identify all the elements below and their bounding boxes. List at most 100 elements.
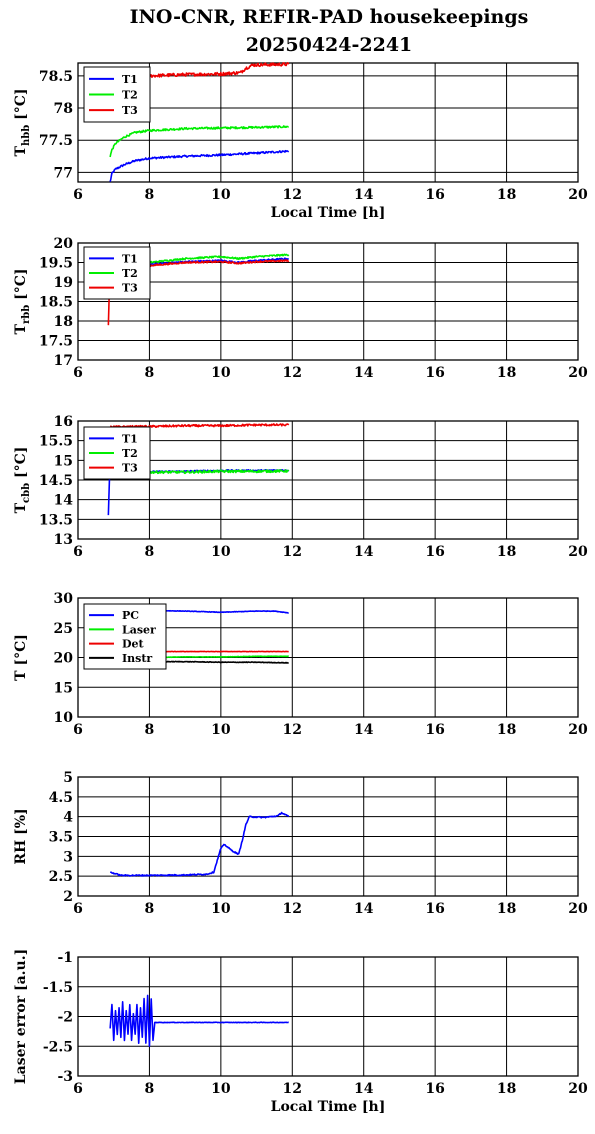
x-tick-label: 18 <box>497 365 516 381</box>
x-tick-label: 14 <box>354 187 374 203</box>
x-tick-label: 12 <box>283 1081 302 1097</box>
y-tick-label: 78 <box>54 101 73 117</box>
x-tick-label: 12 <box>283 365 302 381</box>
figure-title-line-1: INO-CNR, REFIR-PAD housekeepings <box>130 6 529 28</box>
plot-frame <box>77 62 579 183</box>
y-tick-label: -1.5 <box>43 980 73 996</box>
x-tick-label: 8 <box>145 365 155 381</box>
y-tick-label: 20 <box>54 236 74 252</box>
chart-panel-6: 6 8 10 12 14 16 18 20 -3 -2.5 -2 -1.5 -1 Laser error … <box>13 949 588 1115</box>
x-tick-label: 20 <box>568 1081 588 1097</box>
legend: T1 T2 T3 <box>83 426 151 480</box>
legend-label: Det <box>122 638 145 651</box>
x-tick-label: 16 <box>425 1081 444 1097</box>
y-tick-label: 17.5 <box>39 334 73 350</box>
y-tick-label: 3 <box>63 849 73 865</box>
y-tick-label: 15 <box>54 453 73 469</box>
x-tick-label: 8 <box>145 544 155 560</box>
y-axis-label: T [°C] <box>13 634 29 681</box>
y-tick-label: 19 <box>54 275 73 291</box>
legend-label: T1 <box>122 73 138 86</box>
x-tick-label: 12 <box>283 722 302 738</box>
y-tick-label: 4 <box>63 810 73 826</box>
x-tick-label: 10 <box>211 365 231 381</box>
legend-label: Laser <box>122 623 156 636</box>
legend-box <box>83 246 151 300</box>
y-tick-label: 18 <box>54 314 73 330</box>
y-tick-label: 78.5 <box>39 69 73 85</box>
x-tick-label: 14 <box>354 1081 374 1097</box>
legend-label: T1 <box>122 432 138 445</box>
y-tick-label: 14.5 <box>39 473 73 489</box>
y-tick-label: 77 <box>54 165 73 181</box>
x-tick-label: 8 <box>145 901 155 917</box>
y-tick-label: 4.5 <box>49 790 73 806</box>
x-tick-label: 14 <box>354 544 374 560</box>
x-tick-label: 16 <box>425 901 444 917</box>
x-tick-label: 6 <box>73 187 83 203</box>
y-tick-label: 3.5 <box>49 830 73 846</box>
y-tick-label: 15 <box>54 680 73 696</box>
legend-label: T3 <box>122 462 138 475</box>
x-tick-label: 10 <box>211 187 231 203</box>
x-tick-label: 6 <box>73 722 83 738</box>
y-tick-label: 20 <box>54 651 74 667</box>
x-tick-label: 8 <box>145 1081 155 1097</box>
chart-panel-2: 6 8 10 12 14 16 18 20 17 17.5 18 18.5 19 19.5 20 T1 T2 T3… <box>13 236 588 381</box>
y-tick-label: 5 <box>63 770 73 786</box>
x-tick-label: 20 <box>568 187 588 203</box>
legend-label: T2 <box>122 89 138 102</box>
x-tick-label: 14 <box>354 901 374 917</box>
series-line-t2 <box>109 125 289 158</box>
legend-label: T3 <box>122 104 138 117</box>
series-line-t1 <box>109 149 290 182</box>
legend-label: Instr <box>122 652 152 665</box>
x-tick-label: 12 <box>283 901 302 917</box>
x-tick-label: 16 <box>425 365 444 381</box>
y-axis-label: Tcbb [°C] <box>13 447 32 514</box>
y-tick-label: 16 <box>54 414 73 430</box>
chart-panels: 6 8 10 12 14 16 18 20 77 77.5 78 78.5 T1 T2 T3 Thbb [°C… <box>13 62 588 1115</box>
chart-panel-1: 6 8 10 12 14 16 18 20 77 77.5 78 78.5 T1 T2 T3 Thbb [°C… <box>13 62 588 221</box>
legend-label: T1 <box>122 252 138 265</box>
series-line <box>109 994 289 1047</box>
chart-panel-3: 6 8 10 12 14 16 18 20 13 13.5 14 14.5 15 15.5 16 T1 T2 T3… <box>13 414 588 560</box>
x-tick-label: 8 <box>145 187 155 203</box>
y-tick-label: 77.5 <box>39 133 73 149</box>
x-tick-label: 10 <box>211 722 231 738</box>
legend: T1 T2 T3 <box>83 246 151 300</box>
x-axis-label: Local Time [h] <box>271 1099 386 1115</box>
y-tick-label: -2.5 <box>43 1039 73 1055</box>
legend-label: T3 <box>122 282 138 295</box>
x-tick-label: 18 <box>497 1081 516 1097</box>
y-tick-label: 2 <box>63 889 73 905</box>
x-tick-label: 16 <box>425 544 444 560</box>
x-tick-label: 14 <box>354 722 374 738</box>
y-tick-label: 10 <box>54 710 74 726</box>
y-tick-label: 19.5 <box>39 256 73 272</box>
x-tick-label: 20 <box>568 722 588 738</box>
y-axis-label: Thbb [°C] <box>13 89 32 157</box>
y-tick-label: -1 <box>57 950 73 966</box>
x-tick-label: 8 <box>145 722 155 738</box>
y-tick-label: 15.5 <box>39 434 73 450</box>
x-axis-label: Local Time [h] <box>271 205 386 221</box>
chart-panel-5: 6 8 10 12 14 16 18 20 2 2.5 3 3.5 4 4.5 5 RH [%] <box>13 770 588 917</box>
x-tick-label: 18 <box>497 544 516 560</box>
legend-label: T2 <box>122 267 138 280</box>
y-tick-label: 14 <box>54 493 74 509</box>
x-tick-label: 6 <box>73 901 83 917</box>
x-tick-label: 10 <box>211 1081 231 1097</box>
x-tick-label: 20 <box>568 365 588 381</box>
x-tick-label: 18 <box>497 722 516 738</box>
x-tick-label: 20 <box>568 544 588 560</box>
y-axis-label: Trbb [°C] <box>13 269 32 335</box>
y-tick-label: 18.5 <box>39 295 73 311</box>
x-tick-label: 12 <box>283 187 302 203</box>
x-tick-label: 12 <box>283 544 302 560</box>
y-axis-label: RH [%] <box>13 808 29 864</box>
legend-label: T2 <box>122 447 138 460</box>
